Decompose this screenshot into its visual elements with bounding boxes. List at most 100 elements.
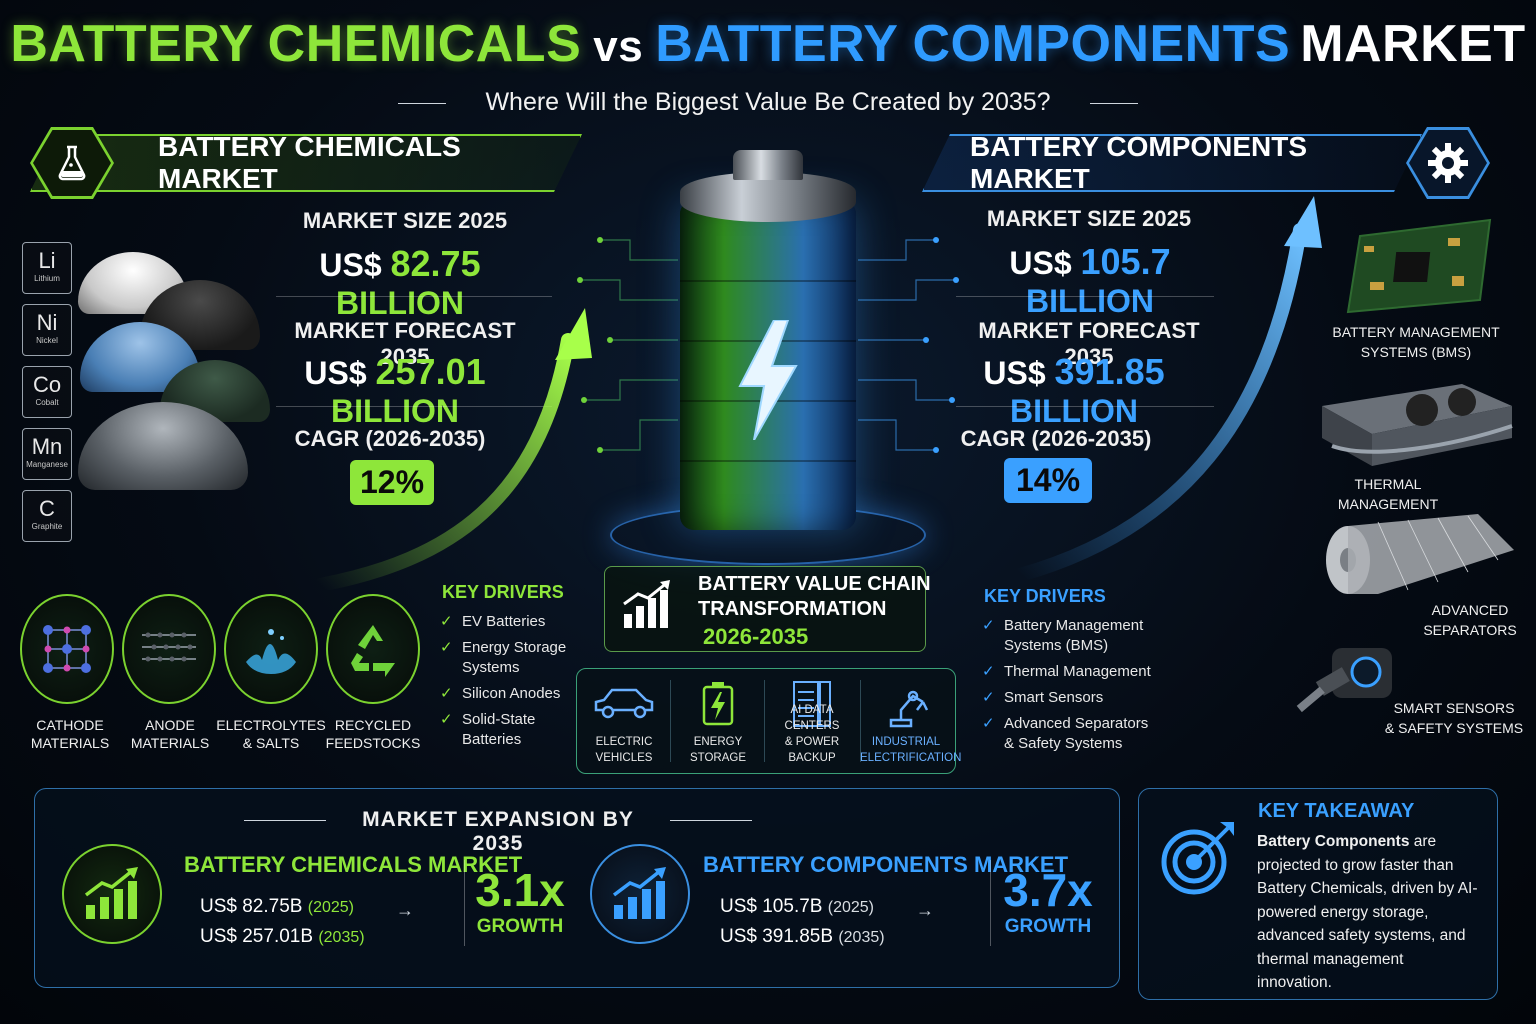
components-size-label: MARKET SIZE 2025 [986,206,1192,231]
components-growth-label: GROWTH [1004,916,1092,937]
driver-text: & Safety Systems [1004,735,1123,752]
currency-prefix: US$ [319,247,382,283]
title-market: MARKET [1300,15,1526,73]
title-rule-left [244,820,326,821]
unit-billion: BILLION [336,285,464,321]
bms-label: BATTERY MANAGEMENT SYSTEMS (BMS) [1326,322,1506,362]
recycle-icon [351,625,395,677]
market-expansion-panel [34,788,1120,988]
arrow-icon: → [396,900,414,920]
label-line: MANAGEMENT [1337,496,1439,512]
chemicals-value-2035: US$ 257.01B (2035) [200,926,365,948]
driver-item: ✓ Energy Storage Systems [440,638,590,678]
title-components: BATTERY COMPONENTS [655,15,1291,73]
check-icon: ✓ [440,613,453,630]
thermal-label: THERMAL MANAGEMENT [1326,474,1450,514]
anode-materials-label: ANODE MATERIALS [120,716,220,752]
element-symbol: Co [32,372,62,397]
circuit-traces [577,237,959,453]
year-text: (2025) [827,899,874,916]
label-line: ELECTROLYTES [216,717,326,733]
app-label: & POWER BACKUP [784,736,840,764]
label-line: MATERIALS [30,735,110,751]
components-forecast-label: MARKET FORECAST 2035 [978,318,1200,369]
components-forecast-number: 391.85 [1054,351,1165,392]
chemicals-drivers-title: KEY DRIVERS [442,582,564,602]
takeaway-emphasis: Battery Components [1257,833,1410,850]
currency-prefix: US$ [983,355,1046,391]
chemicals-expansion-name: BATTERY CHEMICALS MARKET [184,852,523,877]
element-tile: Co Cobalt [22,366,72,418]
subtitle-rule-left [398,103,446,104]
check-icon: ✓ [982,663,995,680]
market-expansion-title: MARKET EXPANSION BY 2035 [362,808,634,855]
components-hex-badge [1406,127,1490,199]
chemicals-forecast-value: US$ 257.01 BILLION [250,351,540,430]
components-growth-multiple: 3.7x [1003,864,1093,916]
label-line: FEEDSTOCKS [325,735,421,751]
driver-text: Batteries [462,731,522,748]
label-line: & SALTS [242,735,300,751]
element-tile: Mn Manganese [22,428,72,480]
driver-item: ✓ Smart Sensors [982,688,1162,708]
heatsink-icon [1322,384,1513,466]
label-line: MATERIALS [130,735,210,751]
title-vs: vs [593,22,644,71]
divider [860,680,861,762]
takeaway-body: are projected to grow faster than Batter… [1257,833,1478,991]
app-label: INDUSTRIAL [871,736,941,748]
driver-item: ✓ Advanced Separators & Safety Systems [982,714,1162,754]
driver-text: Energy Storage [462,639,567,656]
driver-item: ✓ Thermal Management [982,662,1162,682]
element-name: Lithium [34,274,60,283]
title-rule-right [670,820,752,821]
element-symbol: Ni [36,310,58,335]
driver-item: ✓ Solid-State Batteries [440,710,590,750]
element-symbol: Li [38,248,56,273]
app-ai-data-centers: AI DATA CENTERS & POWER BACKUP [766,672,858,770]
check-icon: ✓ [440,685,453,702]
app-industrial-electrification: INDUSTRIAL ELECTRIFICATION [860,672,962,770]
circuit-board-icon [1346,218,1492,314]
chemicals-size-number: 82.75 [390,243,481,284]
driver-item: ✓ EV Batteries [440,612,590,632]
element-symbol: C [39,496,55,521]
check-icon: ✓ [982,689,995,706]
page-subtitle: Where Will the Biggest Value Be Created … [485,88,1051,116]
battery-terminal [733,150,803,180]
sensor-icon [1296,648,1392,713]
page-title: BATTERY CHEMICALS vs BATTERY COMPONENTS MAR… [0,14,1536,74]
recycled-feedstocks-circle [326,594,420,704]
subtitle-rule-right [1090,103,1138,104]
electrolytes-label: ELECTROLYTES & SALTS [216,716,326,752]
driver-text: Battery Management [1004,617,1144,634]
separator-roll-icon [1326,514,1514,594]
components-forecast-value: US$ 391.85 BILLION [934,351,1214,430]
components-cagr-label: CAGR (2026-2035) [960,426,1152,451]
app-electric-vehicles: ELECTRIC VEHICLES [578,672,670,770]
car-icon [594,688,654,719]
element-name: Graphite [31,522,63,531]
driver-text: EV Batteries [462,613,546,630]
element-tile: Ni Nickel [22,304,72,356]
separators-label: ADVANCED SEPARATORS [1420,600,1520,640]
element-tile: Li Lithium [22,242,72,294]
sensors-label: SMART SENSORS & SAFETY SYSTEMS [1384,698,1524,738]
label-line: THERMAL [1354,476,1422,492]
label-line: RECYCLED [334,717,412,733]
check-icon: ✓ [982,715,995,732]
app-label: ELECTRIFICATION [860,752,962,764]
bar-chart-growth-icon [84,867,138,919]
components-size-value: US$ 105.7 BILLION [950,241,1230,320]
label-line: SYSTEMS (BMS) [1360,344,1472,360]
year-text: (2035) [838,929,885,946]
anode-materials-circle [122,594,216,704]
driver-text: Smart Sensors [1004,689,1104,706]
divider [276,406,552,407]
value-chain-years: 2026-2035 [703,624,809,649]
value-text: US$ 82.75B [200,896,303,917]
components-banner: BATTERY COMPONENTS MARKET [922,134,1422,192]
value-chain-box [604,566,926,652]
battery-top [680,172,856,222]
value-text: US$ 105.7B [720,896,823,917]
